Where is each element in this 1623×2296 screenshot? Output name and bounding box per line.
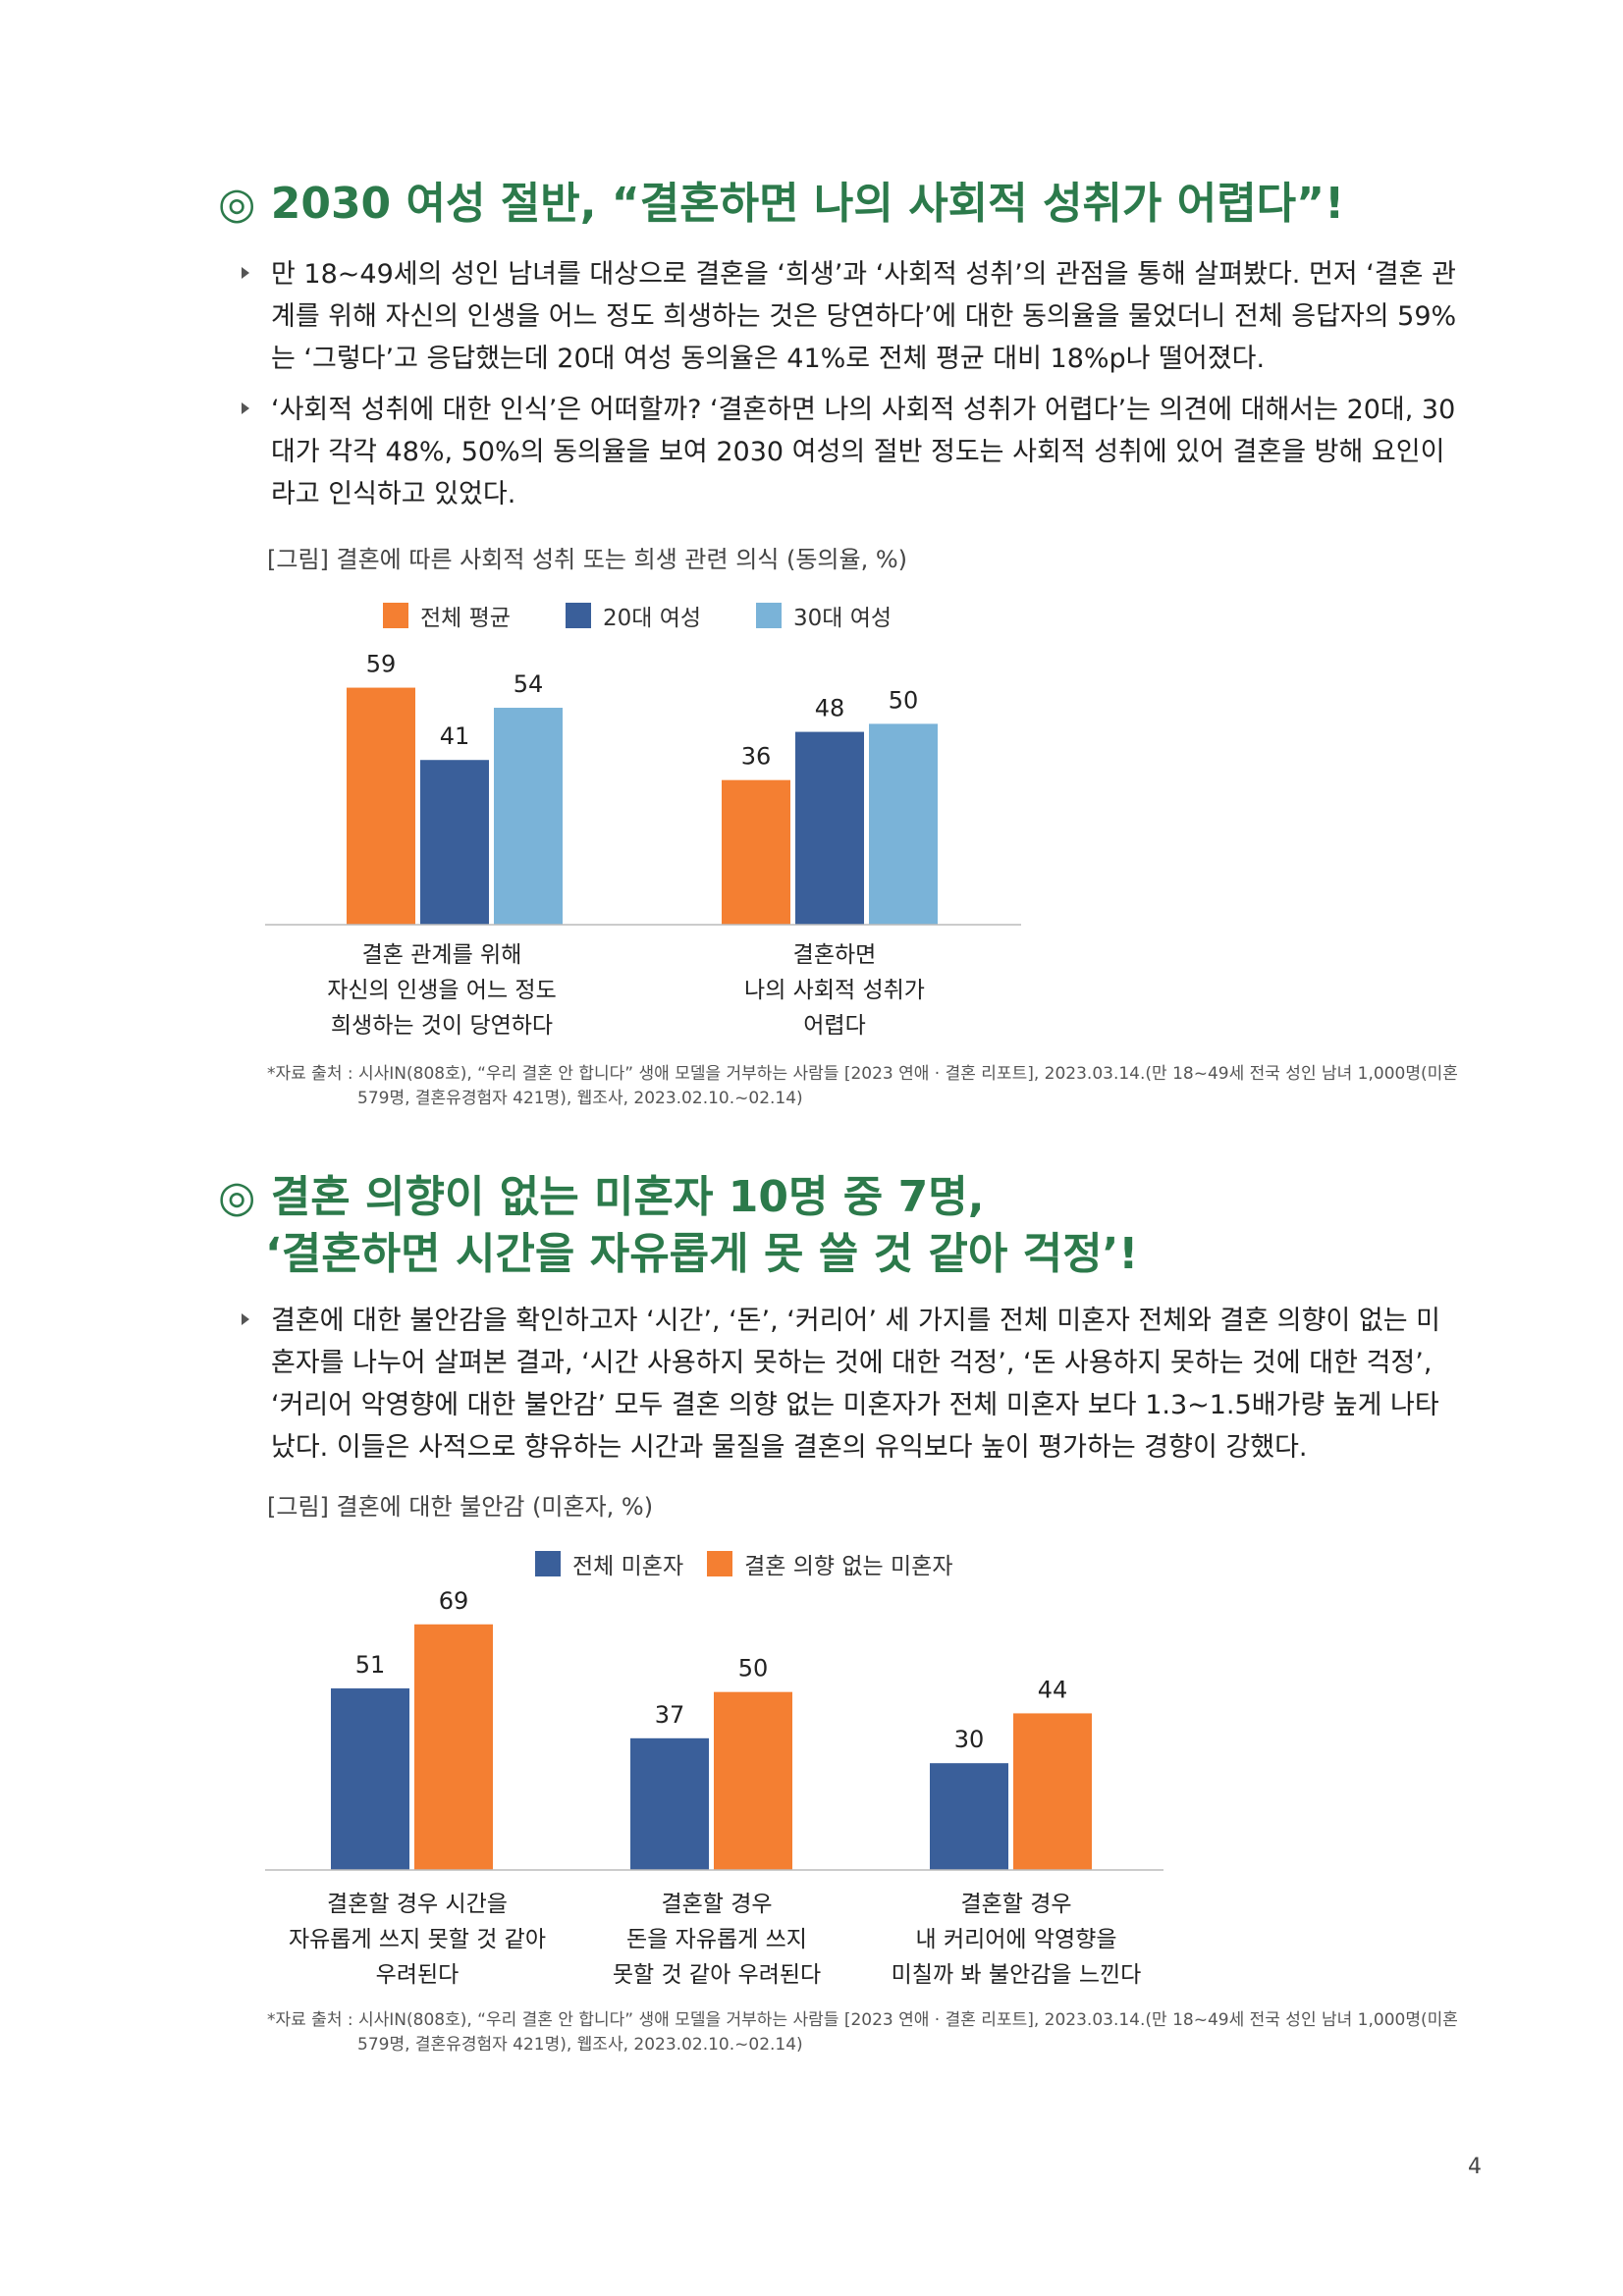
category-line: 자유롭게 쓰지 못할 것 같아 xyxy=(288,1927,546,1952)
legend-swatch xyxy=(383,603,408,628)
bar xyxy=(414,1624,493,1870)
data-label: 44 xyxy=(1038,1676,1068,1703)
category-line: 결혼할 경우 시간을 xyxy=(327,1892,508,1917)
legend-swatch xyxy=(565,603,591,628)
legend-label: 30대 여성 xyxy=(793,606,893,631)
chart2-source: *자료 출처 : 시사IN(808호), “우리 결혼 안 합니다” 생애 모델… xyxy=(267,2008,1475,2057)
bullet-line: 라고 인식하고 있었다. xyxy=(271,479,516,509)
category-line: 결혼하면 xyxy=(792,942,877,968)
data-label: 51 xyxy=(355,1651,386,1679)
figure1-caption: [그림] 결혼에 따른 사회적 성취 또는 희생 관련 의식 (동의율, %) xyxy=(267,546,908,573)
category-line: 어렵다 xyxy=(803,1013,866,1039)
source-line: *자료 출처 : 시사IN(808호), “우리 결혼 안 합니다” 생애 모델… xyxy=(267,1064,1458,1084)
legend-item: 전체 평균 xyxy=(383,599,511,632)
chart2-category-label: 결혼할 경우 내 커리어에 악영향을 미칠까 봐 불안감을 느낀다 xyxy=(874,1887,1159,1993)
chart1: 59 41 54 36 48 50 xyxy=(265,651,1021,926)
bullet-line: ‘사회적 성취에 대한 인식’은 어떠할까? ‘결혼하면 나의 사회적 성취가 … xyxy=(271,395,1456,425)
data-label: 50 xyxy=(738,1655,769,1682)
page-number: 4 xyxy=(1468,2155,1482,2179)
data-label: 30 xyxy=(954,1726,985,1753)
bar xyxy=(722,779,790,925)
category-line: 돈을 자유롭게 쓰지 xyxy=(626,1927,807,1952)
data-label: 69 xyxy=(439,1587,469,1615)
data-label: 54 xyxy=(514,670,544,698)
category-line: 결혼할 경우 xyxy=(661,1892,773,1917)
data-label: 48 xyxy=(815,695,845,722)
bullet-marker-icon xyxy=(242,267,249,279)
data-label: 59 xyxy=(366,651,397,678)
chart2-category-label: 결혼할 경우 시간을 자유롭게 쓰지 못할 것 같아 우려된다 xyxy=(265,1887,569,1993)
category-line: 희생하는 것이 당연하다 xyxy=(330,1013,554,1039)
category-line: 우려된다 xyxy=(375,1962,460,1988)
legend-swatch xyxy=(707,1551,733,1576)
section1-bullet-2: ‘사회적 성취에 대한 인식’은 어떠할까? ‘결혼하면 나의 사회적 성취가 … xyxy=(242,389,1488,515)
category-line: 못할 것 같아 우려된다 xyxy=(612,1962,822,1988)
bar xyxy=(1013,1713,1092,1870)
legend-label: 전체 미혼자 xyxy=(572,1554,684,1579)
legend-swatch xyxy=(535,1551,561,1576)
bullet-line: 는 ‘그렇다’고 응답했는데 20대 여성 동의율은 41%로 전체 평균 대비… xyxy=(271,344,1266,374)
bullet-line: 계를 위해 자신의 인생을 어느 정도 희생하는 것은 당연하다’에 대한 동의… xyxy=(271,301,1457,332)
bar xyxy=(331,1688,409,1870)
legend-item: 30대 여성 xyxy=(756,599,892,632)
source-line: 579명, 결혼유경험자 421명), 웹조사, 2023.02.10.~02.… xyxy=(357,1089,803,1108)
bullet-marker-icon xyxy=(242,1313,249,1325)
bullet-line: 났다. 이들은 사적으로 향유하는 시간과 물질을 결혼의 유익보다 높이 평가… xyxy=(271,1432,1308,1463)
section2-bullet-1: 결혼에 대한 불안감을 확인하고자 ‘시간’, ‘돈’, ‘커리어’ 세 가지를… xyxy=(242,1300,1488,1468)
bar xyxy=(869,723,938,925)
bullet-marker-icon xyxy=(242,402,249,414)
category-line: 결혼할 경우 xyxy=(960,1892,1072,1917)
category-line: 결혼 관계를 위해 xyxy=(361,942,522,968)
category-line: 미칠까 봐 불안감을 느낀다 xyxy=(891,1962,1142,1988)
legend-swatch xyxy=(756,603,783,628)
bar xyxy=(930,1763,1008,1870)
legend-item: 20대 여성 xyxy=(565,599,702,632)
data-label: 50 xyxy=(889,686,919,714)
legend-label: 전체 평균 xyxy=(420,606,511,631)
bar xyxy=(420,760,489,925)
data-label: 37 xyxy=(655,1701,685,1729)
legend-label: 20대 여성 xyxy=(602,606,702,631)
section2-title-line2: ‘결혼하면 시간을 자유롭게 못 쓸 것 같아 걱정’! xyxy=(265,1229,1139,1279)
bullet-line: 만 18~49세의 성인 남녀를 대상으로 결혼을 ‘희생’과 ‘사회적 성취’… xyxy=(271,259,1456,290)
category-line: 나의 사회적 성취가 xyxy=(744,978,925,1003)
chart1-legend: 전체 평균 20대 여성 30대 여성 xyxy=(383,599,947,632)
bar xyxy=(347,687,415,925)
data-label: 41 xyxy=(440,722,470,750)
chart1-source: *자료 출처 : 시사IN(808호), “우리 결혼 안 합니다” 생애 모델… xyxy=(267,1062,1475,1111)
section1-bullet-1: 만 18~49세의 성인 남녀를 대상으로 결혼을 ‘희생’과 ‘사회적 성취’… xyxy=(242,253,1488,380)
bullet-line: ‘커리어 악영향에 대한 불안감’ 모두 결혼 의향 없는 미혼자가 전체 미혼… xyxy=(271,1390,1439,1420)
section2-title-line1: ◎ 결혼 의향이 없는 미혼자 10명 중 7명, xyxy=(218,1172,985,1222)
category-line: 자신의 인생을 어느 정도 xyxy=(327,978,557,1003)
bullet-line: 대가 각각 48%, 50%의 동의율을 보여 2030 여성의 절반 정도는 … xyxy=(271,437,1445,467)
figure2-caption: [그림] 결혼에 대한 불안감 (미혼자, %) xyxy=(267,1493,654,1521)
source-line: 579명, 결혼유경험자 421명), 웹조사, 2023.02.10.~02.… xyxy=(357,2035,803,2055)
section1-title: ◎ 2030 여성 절반, “결혼하면 나의 사회적 성취가 어렵다”! xyxy=(218,179,1345,229)
chart1-category-label: 결혼 관계를 위해 자신의 인생을 어느 정도 희생하는 것이 당연하다 xyxy=(285,937,599,1043)
legend-item: 전체 미혼자 xyxy=(535,1547,683,1580)
legend-label: 결혼 의향 없는 미혼자 xyxy=(744,1554,953,1579)
legend-item: 결혼 의향 없는 미혼자 xyxy=(707,1547,953,1580)
source-line: *자료 출처 : 시사IN(808호), “우리 결혼 안 합니다” 생애 모델… xyxy=(267,2010,1458,2030)
bar xyxy=(714,1691,792,1870)
bar xyxy=(494,708,563,925)
chart2-legend: 전체 미혼자 결혼 의향 없는 미혼자 xyxy=(535,1547,1008,1580)
data-label: 36 xyxy=(741,743,772,771)
chart2: 51 69 37 50 30 44 xyxy=(265,1587,1163,1871)
chart1-category-label: 결혼하면 나의 사회적 성취가 어렵다 xyxy=(687,937,982,1043)
chart2-category-label: 결혼할 경우 돈을 자유롭게 쓰지 못할 것 같아 우려된다 xyxy=(579,1887,854,1993)
category-line: 내 커리어에 악영향을 xyxy=(915,1927,1117,1952)
bar xyxy=(795,731,864,925)
bullet-line: 결혼에 대한 불안감을 확인하고자 ‘시간’, ‘돈’, ‘커리어’ 세 가지를… xyxy=(271,1306,1440,1336)
bullet-line: 혼자를 나누어 살펴본 결과, ‘시간 사용하지 못하는 것에 대한 걱정’, … xyxy=(271,1348,1433,1378)
bar xyxy=(630,1737,709,1870)
